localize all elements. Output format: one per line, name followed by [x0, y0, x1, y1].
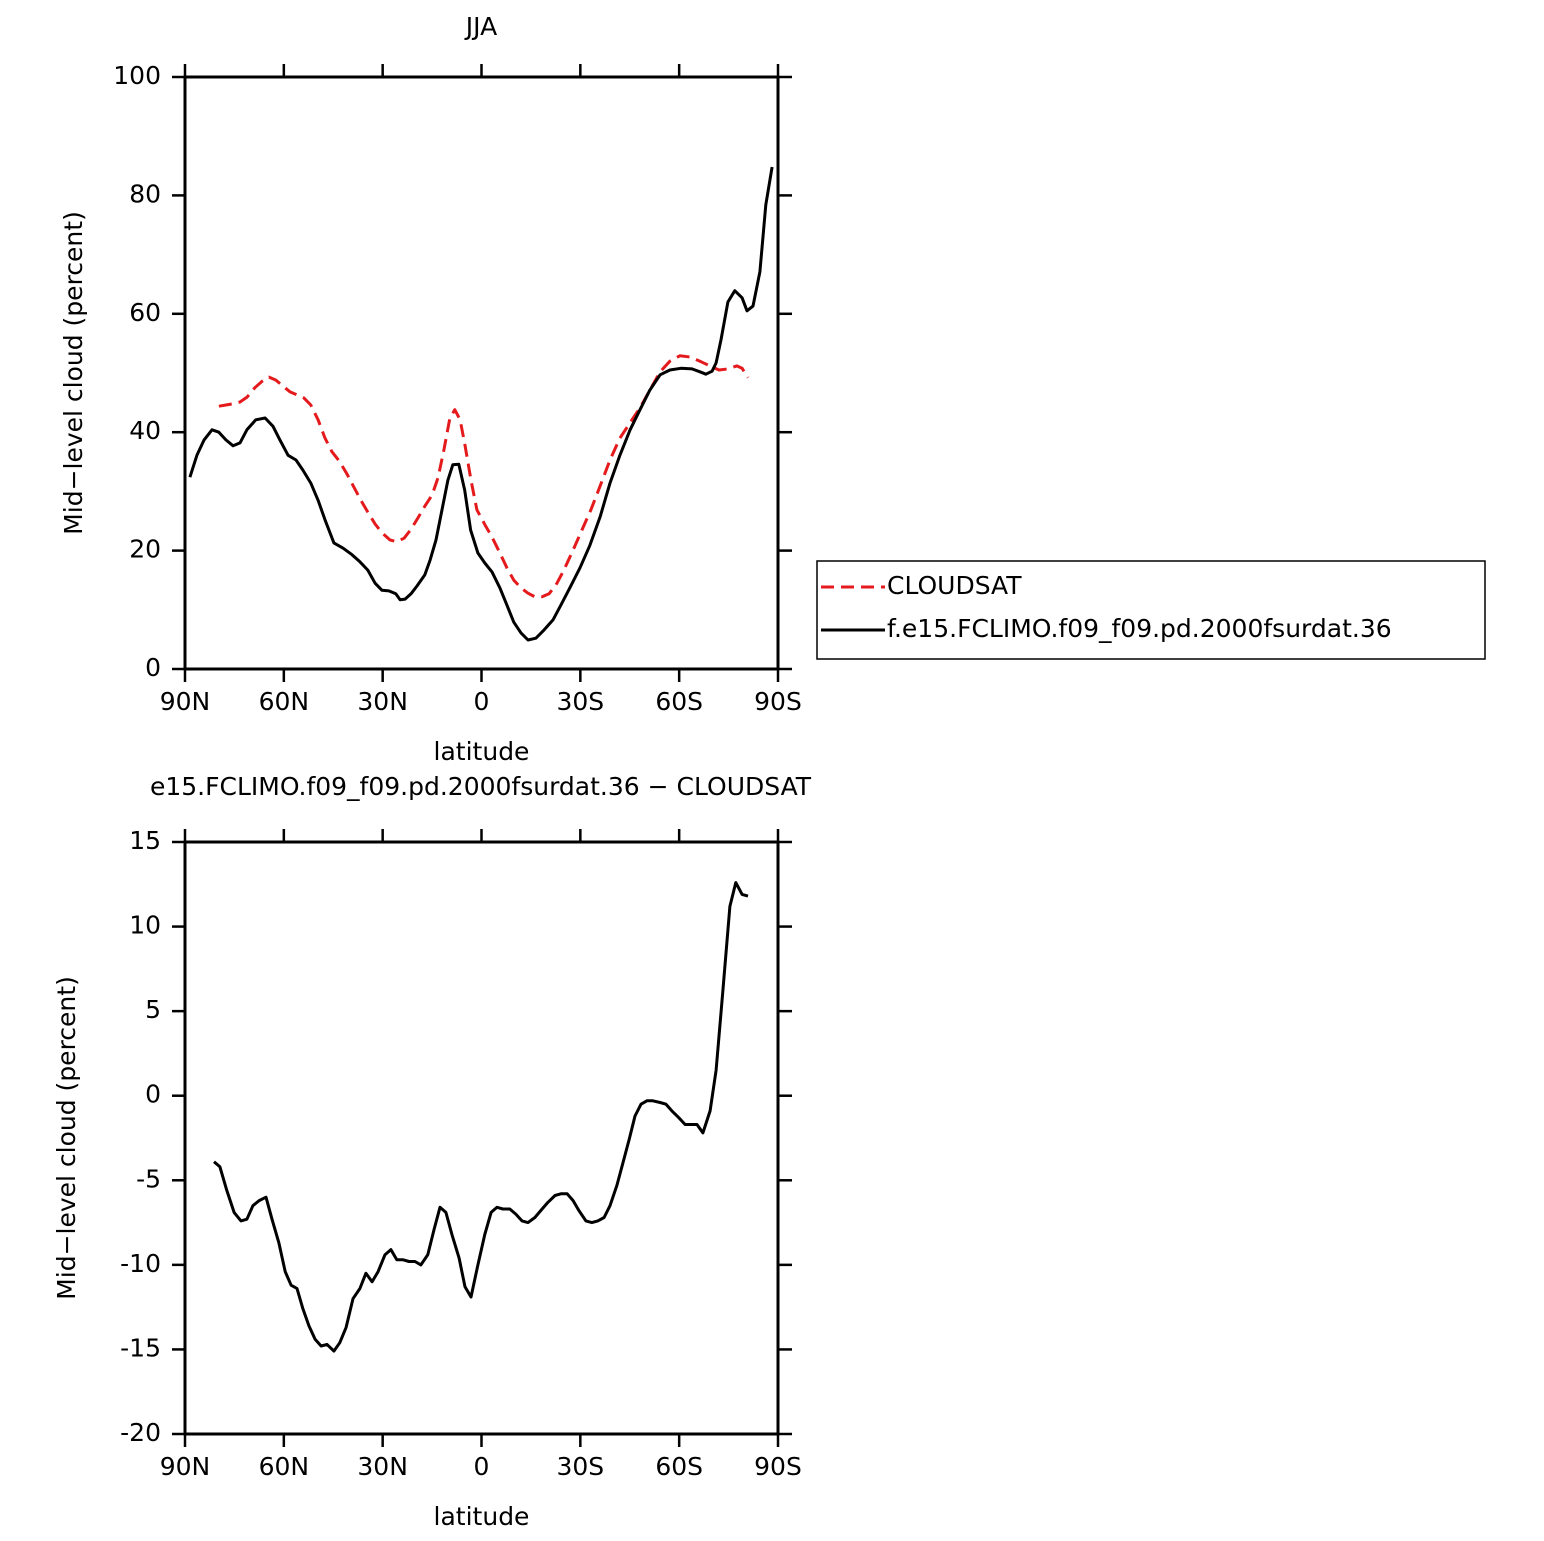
y-tick-label: -10: [120, 1249, 161, 1278]
x-axis-label: latitude: [434, 1502, 530, 1531]
x-tick-label: 90N: [160, 1452, 211, 1481]
x-tick-label: 30S: [556, 687, 604, 716]
x-tick-label: 90N: [160, 687, 211, 716]
y-tick-label: 40: [129, 416, 161, 445]
y-tick-label: -20: [120, 1418, 161, 1447]
plot-frame: [183, 840, 780, 1436]
x-tick-label: 30N: [357, 1452, 408, 1481]
y-tick-label: 80: [129, 179, 161, 208]
series-line: [188, 166, 774, 642]
y-tick-label: 10: [129, 911, 161, 940]
y-tick-label: 5: [145, 995, 161, 1024]
legend-box: [816, 560, 1486, 660]
legend-label: CLOUDSAT: [887, 571, 1022, 600]
y-tick-label: 100: [113, 61, 161, 90]
y-tick-label: -15: [120, 1333, 161, 1362]
x-tick-label: 0: [474, 687, 490, 716]
x-axis-label: latitude: [434, 737, 530, 766]
plot-frame: [183, 75, 780, 671]
x-tick-label: 30S: [556, 1452, 604, 1481]
y-tick-label: -5: [136, 1164, 161, 1193]
series-line: [213, 881, 749, 1353]
legend-label: f.e15.FCLIMO.f09_f09.pd.2000fsurdat.36: [887, 614, 1392, 643]
y-axis-label: Mid−level cloud (percent): [59, 211, 88, 535]
x-tick-label: 60S: [655, 1452, 703, 1481]
x-tick-label: 60N: [259, 687, 310, 716]
x-tick-label: 30N: [357, 687, 408, 716]
y-tick-label: 20: [129, 535, 161, 564]
y-tick-label: 0: [145, 653, 161, 682]
y-tick-label: 15: [129, 826, 161, 855]
x-tick-label: 90S: [754, 687, 802, 716]
chart-title: e15.FCLIMO.f09_f09.pd.2000fsurdat.36 − C…: [150, 772, 812, 801]
chart-title: JJA: [464, 12, 497, 41]
x-tick-label: 60S: [655, 687, 703, 716]
y-axis-label: Mid−level cloud (percent): [52, 976, 81, 1300]
y-tick-label: 60: [129, 298, 161, 327]
y-tick-label: 0: [145, 1080, 161, 1109]
x-tick-label: 0: [474, 1452, 490, 1481]
x-tick-label: 60N: [259, 1452, 310, 1481]
x-tick-label: 90S: [754, 1452, 802, 1481]
